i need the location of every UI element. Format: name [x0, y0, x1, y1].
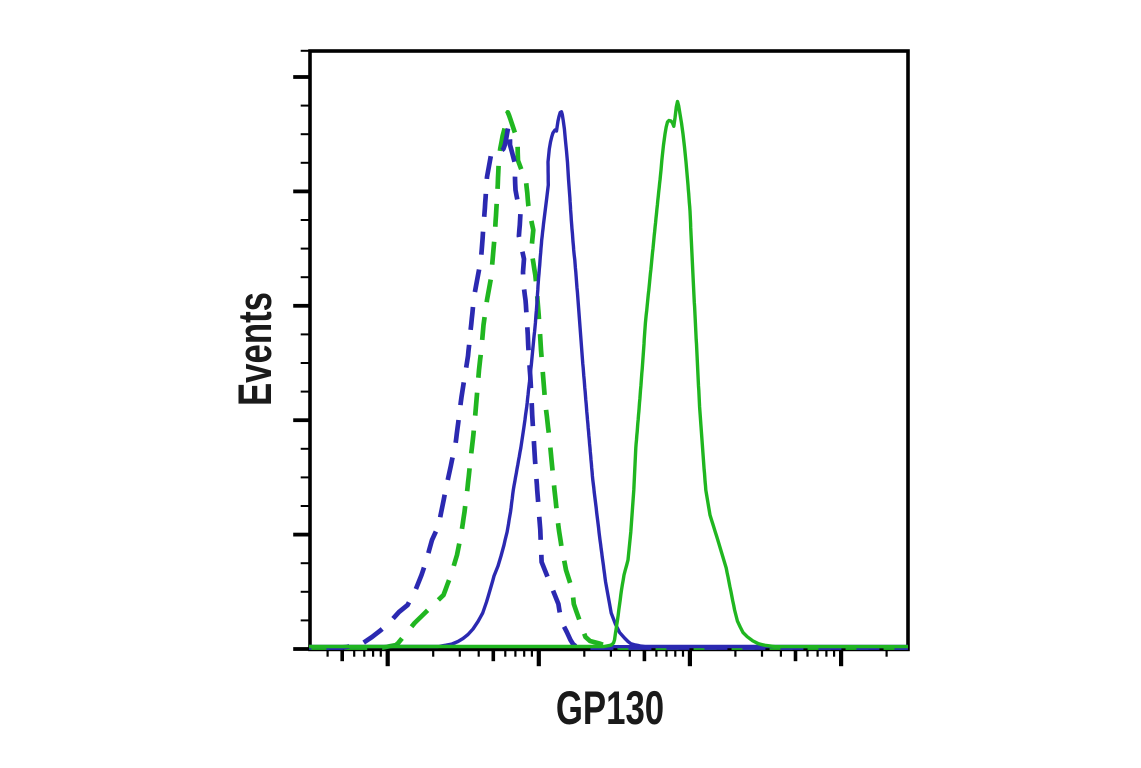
svg-text:GP130: GP130	[556, 682, 664, 734]
svg-text:Events: Events	[229, 292, 281, 406]
